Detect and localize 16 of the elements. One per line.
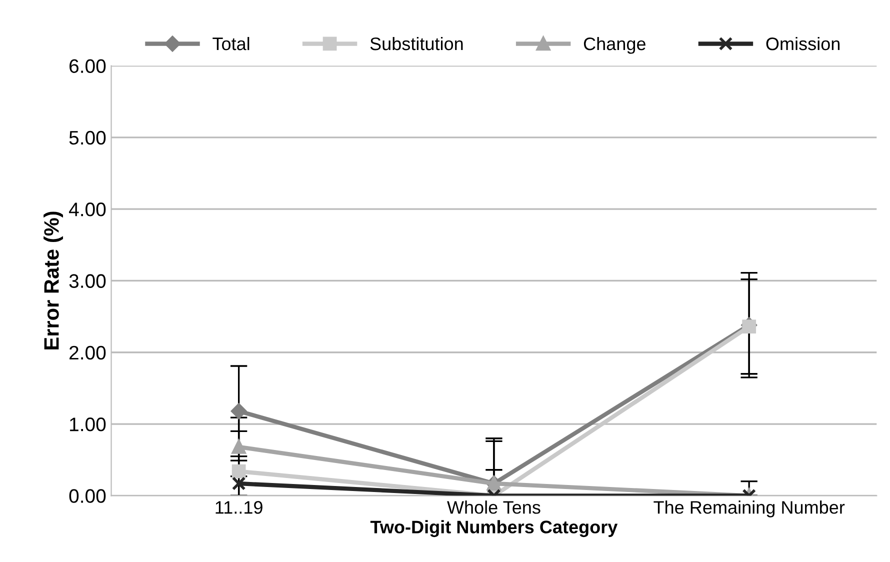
y-axis-title: Error Rate (%) xyxy=(44,212,63,350)
legend-label: Change xyxy=(584,36,646,54)
y-tick-label: 4.00 xyxy=(68,202,106,216)
legend-label: Total xyxy=(212,36,250,50)
x-tick-label: 11..19 xyxy=(216,501,262,514)
x-tick-label: The Remaining Number xyxy=(654,500,845,518)
y-tick-label: 2.00 xyxy=(70,346,106,360)
legend-label: Omission xyxy=(766,36,840,50)
y-tick-label: 5.00 xyxy=(69,130,106,145)
x-axis-title: Two-Digit Numbers Category xyxy=(370,520,618,538)
y-tick-label: 6.00 xyxy=(70,59,106,73)
y-tick-label: 0.00 xyxy=(69,489,106,503)
x-tick-label: Whole Tens xyxy=(447,500,540,514)
y-tick-label: 3.00 xyxy=(69,274,106,288)
legend-label: Substitution xyxy=(370,36,463,50)
y-tick-label: 1.00 xyxy=(70,417,106,432)
